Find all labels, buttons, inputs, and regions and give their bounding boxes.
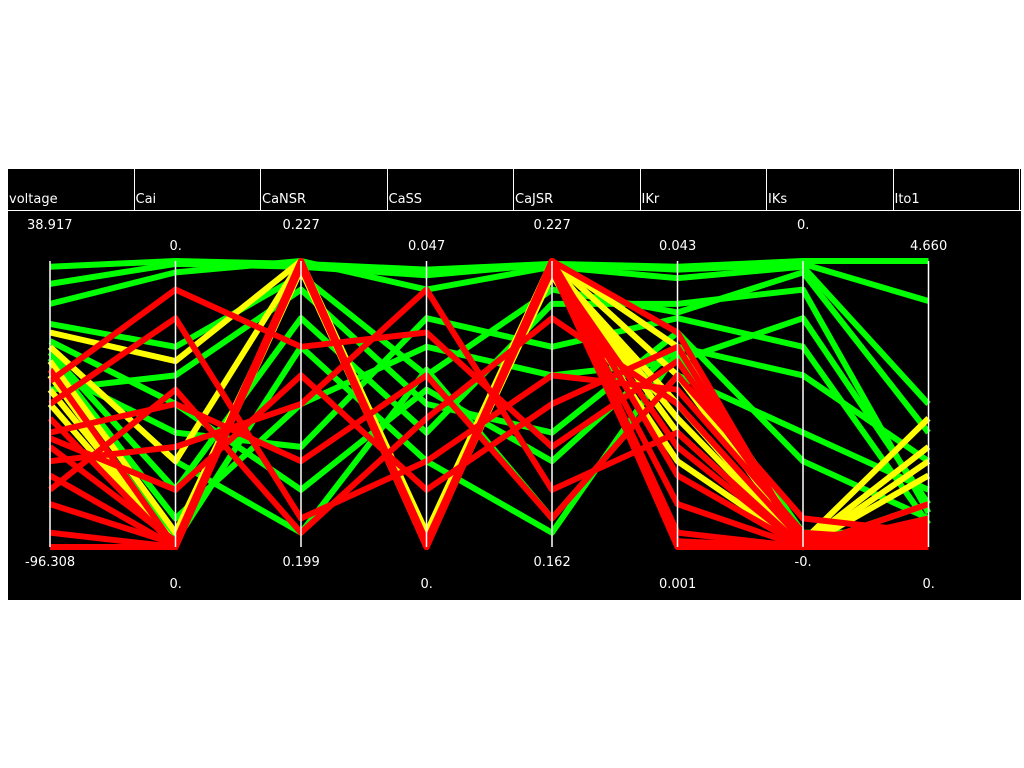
axis-header-cansr: CaNSR [261, 169, 388, 210]
axis-header-cass: CaSS [388, 169, 514, 210]
header-divider [8, 210, 1021, 211]
record-line-4 [48, 338, 931, 493]
axis-min-cass: 0. [420, 577, 433, 592]
axis-header-ikr: IKr [641, 169, 767, 210]
axis-max-ikr: 0.043 [659, 239, 697, 254]
axis-header-voltage: voltage [8, 169, 135, 210]
axis-max-cansr: 0.227 [282, 218, 320, 233]
axis-header-ito1: Ito1 [894, 169, 1020, 210]
axis-max-voltage: 38.917 [27, 218, 73, 233]
axis-name-cai: Cai [135, 192, 157, 207]
axis-name-cansr: CaNSR [262, 192, 307, 207]
axis-header-row: voltage Cai CaNSR CaSS CaJSR IKr IKs Ito1 [8, 169, 1021, 211]
axis-max-ito1: 4.660 [910, 239, 948, 254]
axis-name-cajsr: CaJSR [515, 192, 554, 207]
axis-min-cajsr: 0.162 [533, 555, 571, 570]
axis-header-cai: Cai [135, 169, 261, 210]
parallel-coordinates-plot [47, 258, 932, 550]
record-line-1 [49, 260, 930, 304]
axis-header-cajsr: CaJSR [514, 169, 641, 210]
axis-name-ito1: Ito1 [894, 192, 920, 207]
axis-min-cai: 0. [169, 577, 182, 592]
axis-min-voltage: -96.308 [25, 555, 76, 570]
record-line-9 [48, 315, 931, 526]
record-line-23 [50, 258, 929, 550]
record-line-29 [48, 343, 929, 550]
axis-min-ito1: 0. [922, 577, 935, 592]
axis-max-cajsr: 0.227 [533, 218, 571, 233]
axis-min-cansr: 0.199 [282, 555, 320, 570]
axis-max-iks: 0. [797, 218, 810, 233]
axis-name-ikr: IKr [641, 192, 660, 207]
axis-name-voltage: voltage [9, 192, 58, 207]
axis-max-cass: 0.047 [408, 239, 446, 254]
axis-min-ikr: 0.001 [659, 577, 697, 592]
axis-min-iks: -0. [794, 555, 812, 570]
axis-name-iks: IKs [768, 192, 788, 207]
record-line-7 [47, 343, 929, 545]
axis-header-iks: IKs [767, 169, 894, 210]
axis-max-cai: 0. [169, 239, 182, 254]
record-line-2 [49, 258, 931, 407]
parallel-coordinates-panel: voltage Cai CaNSR CaSS CaJSR IKr IKs Ito1 38.91… [8, 169, 1021, 600]
axis-name-cass: CaSS [388, 192, 423, 207]
